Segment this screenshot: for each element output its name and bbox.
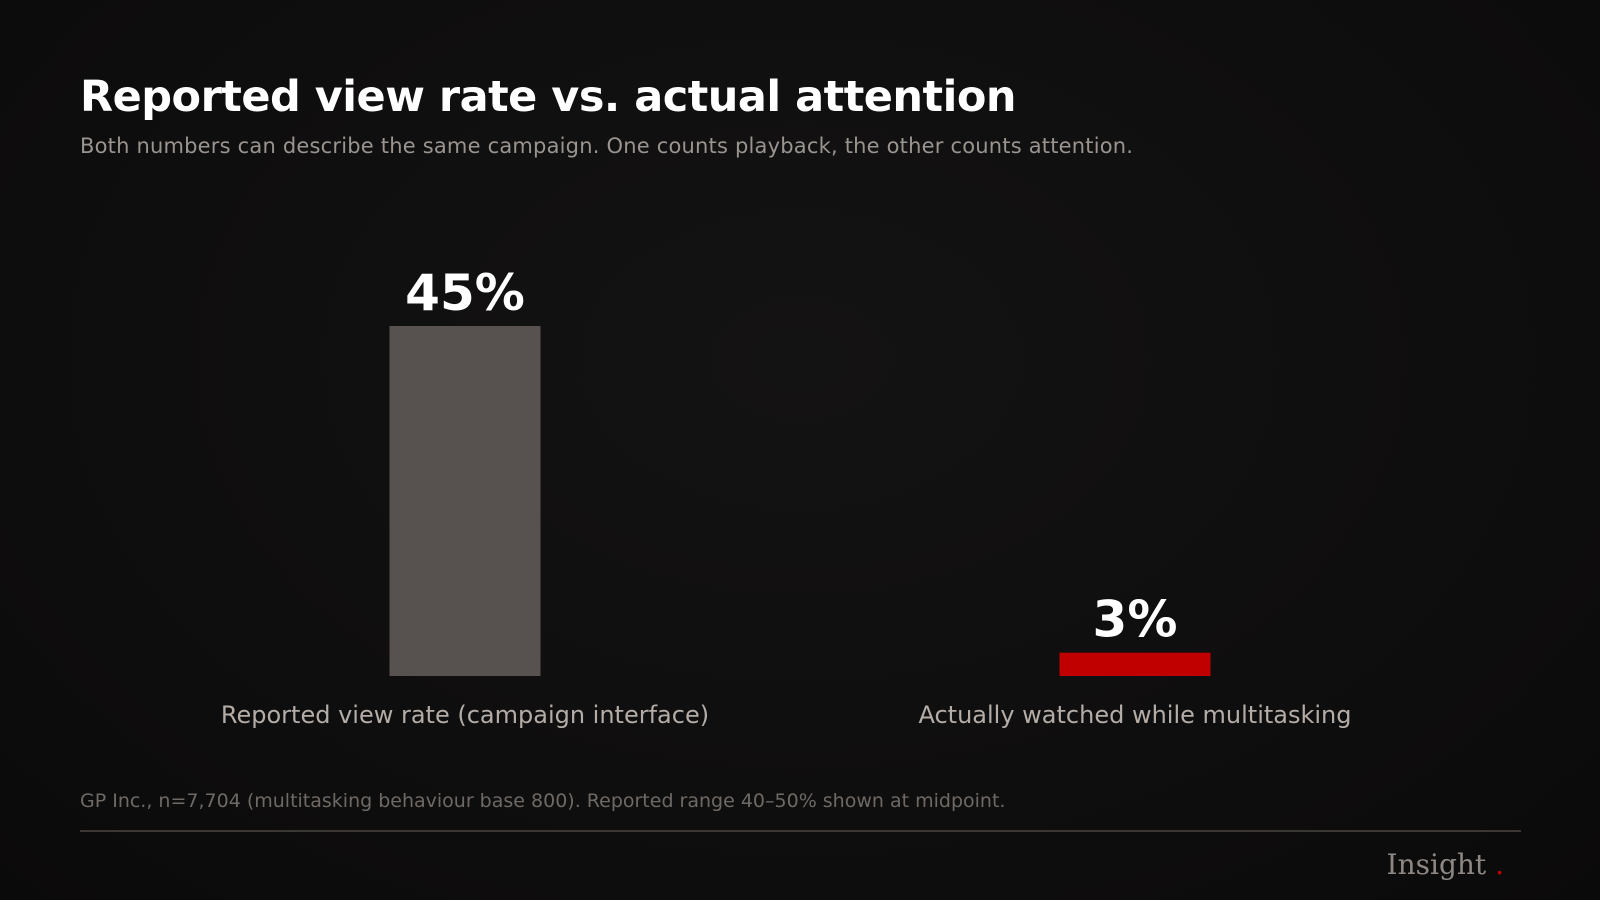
value-labels-layer: 45% 3% — [405, 264, 1177, 649]
bar-1 — [389, 326, 541, 676]
category-labels-layer: Reported view rate (campaign interface) A… — [221, 701, 1352, 729]
footer-divider — [80, 830, 1521, 832]
brand-dot: . — [1495, 848, 1504, 881]
bars-layer — [389, 326, 1211, 676]
brand-logo: Insight . — [1387, 848, 1504, 881]
bar-value-label-2: 3% — [1093, 591, 1178, 649]
chart-subtitle: Both numbers can describe the same campa… — [80, 134, 1134, 158]
category-label-1: Reported view rate (campaign interface) — [221, 701, 709, 729]
bar-value-label-1: 45% — [405, 264, 525, 322]
brand-name: Insight — [1386, 848, 1487, 881]
source-footnote: GP Inc., n=7,704 (multitasking behaviour… — [80, 790, 1006, 812]
bar-2 — [1059, 652, 1211, 676]
chart-title: Reported view rate vs. actual attention — [80, 72, 1017, 122]
category-label-2: Actually watched while multitasking — [918, 701, 1351, 729]
